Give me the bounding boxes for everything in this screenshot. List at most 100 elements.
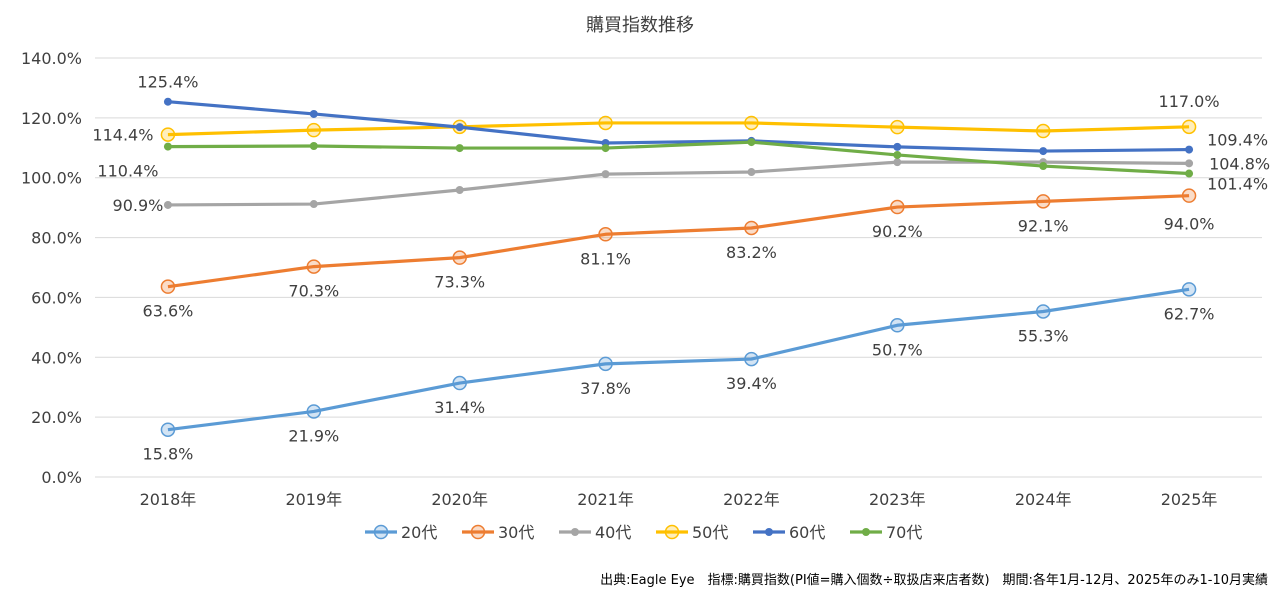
- data-point: [1181, 119, 1197, 135]
- legend-label: 30代: [498, 523, 534, 542]
- data-point: [1181, 282, 1197, 297]
- legend-label: 20代: [401, 523, 437, 542]
- data-label: 101.4%: [1207, 175, 1268, 194]
- data-label: 73.3%: [434, 273, 485, 292]
- data-label: 70.3%: [288, 282, 339, 301]
- data-point: [455, 144, 464, 153]
- x-tick-label: 2018年: [140, 490, 197, 509]
- data-point: [893, 142, 902, 151]
- data-point: [890, 119, 905, 135]
- data-point: [890, 318, 905, 333]
- data-label: 81.1%: [580, 249, 631, 268]
- data-point: [747, 138, 756, 147]
- legend-label: 50代: [692, 523, 728, 542]
- data-point: [1039, 147, 1048, 156]
- data-point: [452, 375, 467, 391]
- data-point: [306, 259, 322, 274]
- data-point: [744, 115, 759, 131]
- data-label: 39.4%: [726, 374, 777, 393]
- data-point: [309, 141, 318, 150]
- data-label: 109.4%: [1207, 131, 1268, 150]
- series-line: [167, 121, 1190, 137]
- legend-label: 70代: [886, 523, 922, 542]
- data-label: 104.8%: [1209, 154, 1270, 173]
- data-point: [744, 220, 759, 236]
- data-point: [1185, 159, 1194, 168]
- data-point: [163, 142, 172, 151]
- x-tick-label: 2020年: [431, 490, 488, 509]
- data-point: [1035, 123, 1051, 139]
- data-point: [373, 524, 389, 540]
- data-point: [747, 168, 756, 177]
- data-label: 15.8%: [143, 445, 194, 464]
- data-label: 125.4%: [137, 73, 198, 92]
- legend-label: 60代: [789, 523, 825, 542]
- data-point: [601, 170, 610, 179]
- series-line: [167, 100, 1190, 153]
- y-tick-label: 60.0%: [31, 288, 82, 307]
- data-point: [598, 227, 613, 242]
- data-point: [1181, 188, 1197, 203]
- data-label: 110.4%: [97, 162, 158, 181]
- y-tick-label: 80.0%: [31, 229, 82, 248]
- series-line: [167, 160, 1190, 207]
- series-50代: [160, 115, 1197, 142]
- legend-item-50代: 50代: [656, 523, 728, 542]
- data-label: 63.6%: [143, 302, 194, 321]
- series-line: [167, 287, 1190, 432]
- data-label: 114.4%: [92, 126, 153, 145]
- x-tick-label: 2021年: [577, 490, 634, 509]
- data-point: [890, 199, 905, 215]
- data-label: 92.1%: [1018, 216, 1069, 235]
- data-point: [470, 524, 486, 540]
- data-point: [598, 115, 613, 131]
- data-point: [163, 97, 172, 106]
- series-70代: [163, 138, 1194, 178]
- series-40代: [163, 158, 1194, 209]
- legend-label: 40代: [595, 523, 631, 542]
- data-label: 90.9%: [113, 196, 164, 215]
- data-point: [571, 528, 579, 536]
- data-point: [309, 109, 318, 118]
- data-label: 117.0%: [1159, 92, 1220, 111]
- data-point: [1039, 162, 1048, 171]
- y-tick-label: 100.0%: [21, 169, 82, 188]
- x-tick-label: 2022年: [723, 490, 780, 509]
- data-point: [306, 122, 322, 138]
- footnote: 出典:Eagle Eye 指標:購買指数(PI値=購入個数÷取扱店来店者数) 期…: [600, 572, 1268, 588]
- data-point: [1185, 169, 1194, 178]
- y-tick-label: 40.0%: [31, 348, 82, 367]
- data-point: [765, 528, 773, 536]
- data-point: [598, 356, 613, 372]
- data-label: 83.2%: [726, 243, 777, 262]
- data-point: [1185, 145, 1194, 154]
- data-point: [455, 123, 464, 132]
- y-tick-label: 140.0%: [21, 49, 82, 68]
- series-20代: [160, 282, 1197, 437]
- data-point: [893, 150, 902, 159]
- y-tick-label: 0.0%: [41, 468, 82, 487]
- legend-item-40代: 40代: [559, 523, 631, 542]
- legend-item-20代: 20代: [365, 523, 437, 542]
- data-point: [309, 200, 318, 209]
- data-label: 21.9%: [288, 426, 339, 445]
- data-label: 62.7%: [1164, 304, 1215, 323]
- data-point: [744, 351, 759, 367]
- legend-item-70代: 70代: [850, 523, 922, 542]
- series-line: [167, 194, 1190, 289]
- data-label: 90.2%: [872, 222, 923, 241]
- series-line: [167, 140, 1190, 176]
- x-tick-label: 2023年: [869, 490, 926, 509]
- data-point: [160, 279, 176, 294]
- data-label: 55.3%: [1018, 326, 1069, 345]
- data-point: [601, 144, 610, 153]
- data-point: [1035, 304, 1051, 319]
- y-tick-label: 20.0%: [31, 408, 82, 427]
- data-label: 31.4%: [434, 398, 485, 417]
- data-point: [452, 250, 467, 265]
- series-60代: [163, 97, 1194, 156]
- y-tick-label: 120.0%: [21, 109, 82, 128]
- series-30代: [160, 188, 1197, 294]
- data-point: [664, 524, 680, 540]
